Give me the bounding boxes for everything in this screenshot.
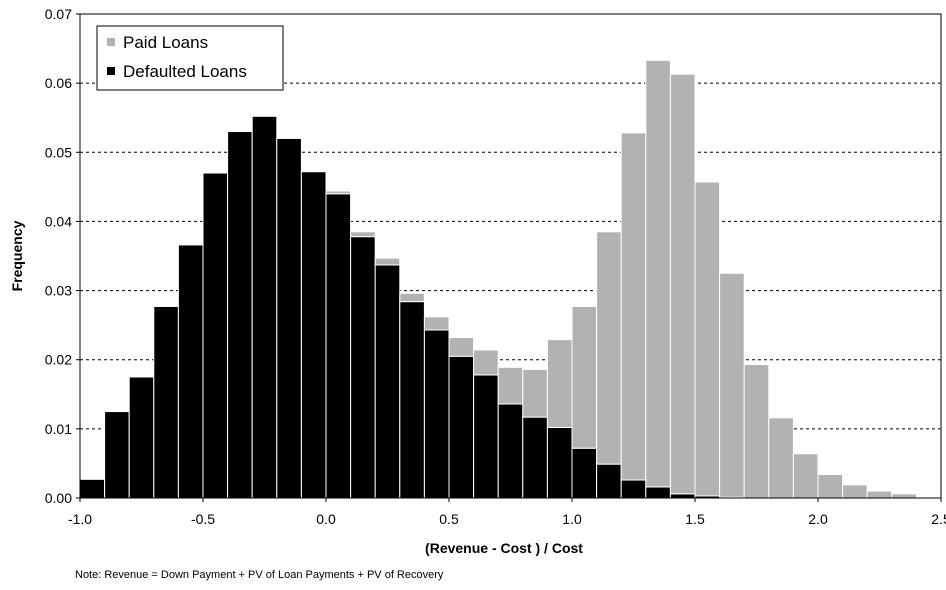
bar-paid [300,170,327,173]
bar-paid [792,453,819,499]
bar-defaulted [497,403,524,499]
bar-defaulted [177,244,204,499]
bar-defaulted [104,411,130,499]
bar-defaulted [423,329,450,499]
bar-defaulted [350,236,376,499]
chart-note: Note: Revenue = Down Payment + PV of Loa… [75,569,444,581]
y-axis: 0.00 0.01 0.02 0.03 0.04 0.05 0.06 0.07 [45,6,80,506]
bar-defaulted [227,131,253,499]
bar-defaulted [300,171,327,499]
bar-defaulted [522,416,548,499]
bar-paid [842,484,868,499]
y-tick-label: 0.03 [45,283,72,299]
bar-defaulted [473,374,499,499]
bar-paid [866,490,893,499]
x-axis-title: (Revenue - Cost ) / Cost [425,540,583,556]
y-tick-label: 0.05 [45,144,72,160]
bar-paid [497,366,524,405]
bar-defaulted [202,172,229,499]
legend-box [96,25,284,91]
x-tick-label: 1.5 [685,511,705,527]
bar-paid [669,73,696,495]
x-tick-label: -0.5 [191,511,215,527]
legend-swatch-defaulted [107,67,115,75]
plot-frame [79,13,942,499]
bar-defaulted [276,137,302,499]
bar-defaulted [128,376,155,499]
bar-paid [473,349,499,376]
y-axis-title: Frequency [9,220,25,291]
bar-paid [399,292,425,303]
bar-defaulted [374,264,401,499]
bar-paid [325,190,352,195]
x-tick-label: 2.5 [931,511,946,527]
bar-paid [596,231,622,465]
bar-paid [768,417,794,499]
bar-defaulted [399,301,425,499]
bar-defaulted [448,355,475,499]
bar-defaulted [571,447,598,499]
y-tick-label: 0.06 [45,75,72,91]
bar-defaulted [251,115,278,499]
legend-label-defaulted: Defaulted Loans [123,62,247,81]
x-tick-label: 1.0 [562,511,582,527]
bar-defaulted [669,493,696,499]
x-tick-label: -1.0 [68,511,92,527]
bar-paid [743,364,770,499]
bars [79,59,917,499]
bar-paid [350,231,376,238]
bar-paid [546,339,573,428]
bar-defaulted [645,486,671,499]
x-tick-label: 0.0 [316,511,336,527]
bar-paid [522,368,548,418]
bar-paid [645,59,671,488]
bar-defaulted [79,478,106,499]
y-tick-label: 0.07 [45,6,72,22]
bar-paid [374,257,401,266]
bar-paid [891,493,917,499]
x-tick-label: 2.0 [808,511,828,527]
bar-defaulted [596,463,622,499]
x-tick-label: 0.5 [439,511,459,527]
y-tick-label: 0.00 [45,490,72,506]
legend-label-paid: Paid Loans [123,33,208,52]
bar-defaulted [620,479,647,499]
bar-paid [423,316,450,331]
x-axis: -1.0 -0.5 0.0 0.5 1.0 1.5 2.0 2.5 [68,498,946,527]
y-tick-label: 0.02 [45,352,72,368]
bar-defaulted [325,193,352,499]
bar-paid [817,473,844,499]
bar-paid [620,132,647,481]
bar-paid [448,337,475,357]
bar-defaulted [153,305,179,499]
legend-swatch-paid [107,38,115,46]
legend: Paid Loans Defaulted Loans [96,25,284,91]
bar-defaulted [546,426,573,499]
y-tick-label: 0.01 [45,421,72,437]
y-tick-label: 0.04 [45,213,72,229]
bar-paid [694,181,721,497]
bar-paid [719,272,745,498]
bar-paid [571,305,598,449]
